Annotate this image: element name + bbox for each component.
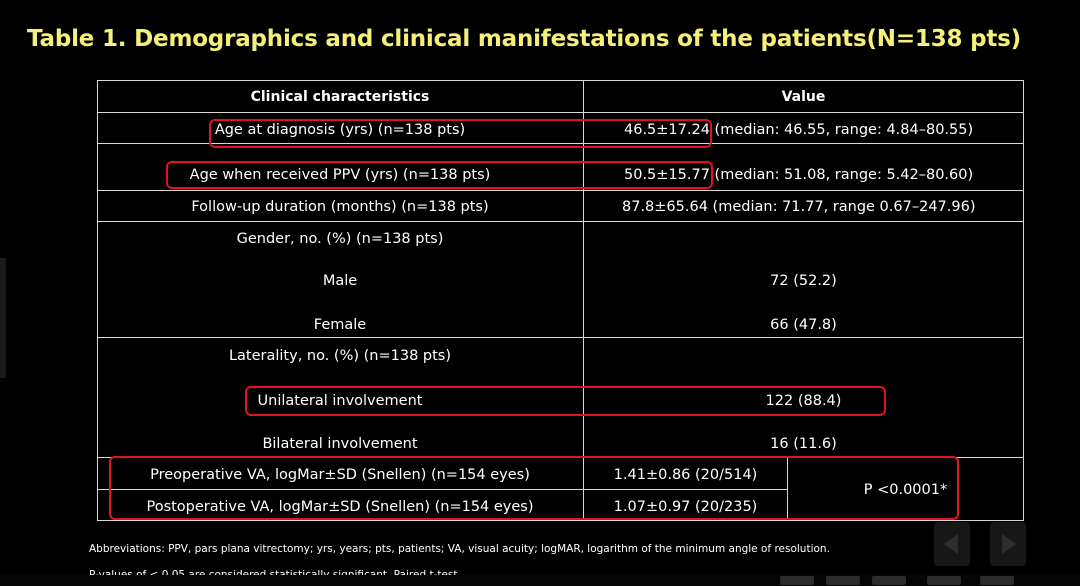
age-diagnosis-value: 46.5±17.24 (median: 46.55, range: 4.84–8…: [624, 122, 974, 138]
column-divider: [787, 457, 788, 521]
table-border-top: [97, 80, 1024, 81]
chevron-left-icon: [944, 534, 958, 554]
toolbar-button[interactable]: [872, 576, 906, 585]
gender-female-value: 66 (47.8): [770, 317, 837, 333]
followup-label: Follow-up duration (months) (n=138 pts): [191, 199, 489, 215]
toolbar-button[interactable]: [826, 576, 860, 585]
chevron-right-icon: [1002, 534, 1016, 554]
unilateral-value: 122 (88.4): [765, 393, 842, 409]
header-clinical-characteristics: Clinical characteristics: [250, 88, 430, 105]
toolbar-button[interactable]: [927, 576, 961, 585]
unilateral-label: Unilateral involvement: [257, 393, 423, 409]
row-divider: [97, 190, 1024, 191]
row-divider: [97, 489, 787, 490]
gender-male-value: 72 (52.2): [770, 273, 837, 289]
bottom-toolbar: [0, 575, 1080, 586]
header-value: Value: [781, 88, 826, 105]
table-border-left: [97, 80, 98, 521]
previous-slide-button[interactable]: [934, 522, 970, 566]
gender-label: Gender, no. (%) (n=138 pts): [236, 231, 444, 247]
p-value: P <0.0001*: [863, 482, 948, 498]
preop-va-label: Preoperative VA, logMar±SD (Snellen) (n=…: [150, 466, 530, 483]
postop-va-label: Postoperative VA, logMar±SD (Snellen) (n…: [146, 498, 534, 515]
footnote-abbreviations: Abbreviations: PPV, pars plana vitrectom…: [89, 543, 830, 555]
postop-va-value: 1.07±0.97 (20/235): [613, 498, 758, 515]
laterality-label: Laterality, no. (%) (n=138 pts): [228, 348, 452, 364]
slide-title: Table 1. Demographics and clinical manif…: [27, 26, 1021, 52]
row-divider: [97, 143, 1024, 144]
age-ppv-label: Age when received PPV (yrs) (n=138 pts): [189, 167, 491, 183]
toolbar-button[interactable]: [780, 576, 814, 585]
demographics-table: Clinical characteristics Value Age at di…: [97, 80, 1024, 521]
table-border-bottom: [97, 520, 1024, 521]
toolbar-button[interactable]: [980, 576, 1014, 585]
next-slide-button[interactable]: [990, 522, 1026, 566]
row-divider: [97, 112, 1024, 113]
followup-value: 87.8±65.64 (median: 71.77, range 0.67–24…: [622, 199, 976, 215]
row-divider: [97, 221, 1024, 222]
table-border-right: [1023, 80, 1024, 521]
age-diagnosis-label: Age at diagnosis (yrs) (n=138 pts): [214, 122, 466, 138]
preop-va-value: 1.41±0.86 (20/514): [613, 466, 758, 483]
age-ppv-value: 50.5±15.77 (median: 51.08, range: 5.42–8…: [624, 167, 974, 183]
bilateral-label: Bilateral involvement: [262, 436, 418, 452]
bilateral-value: 16 (11.6): [770, 436, 837, 452]
column-divider: [583, 80, 584, 521]
left-edge-panel: [0, 258, 6, 378]
gender-male-label: Male: [322, 273, 358, 289]
row-divider: [97, 337, 1024, 338]
gender-female-label: Female: [313, 317, 367, 333]
